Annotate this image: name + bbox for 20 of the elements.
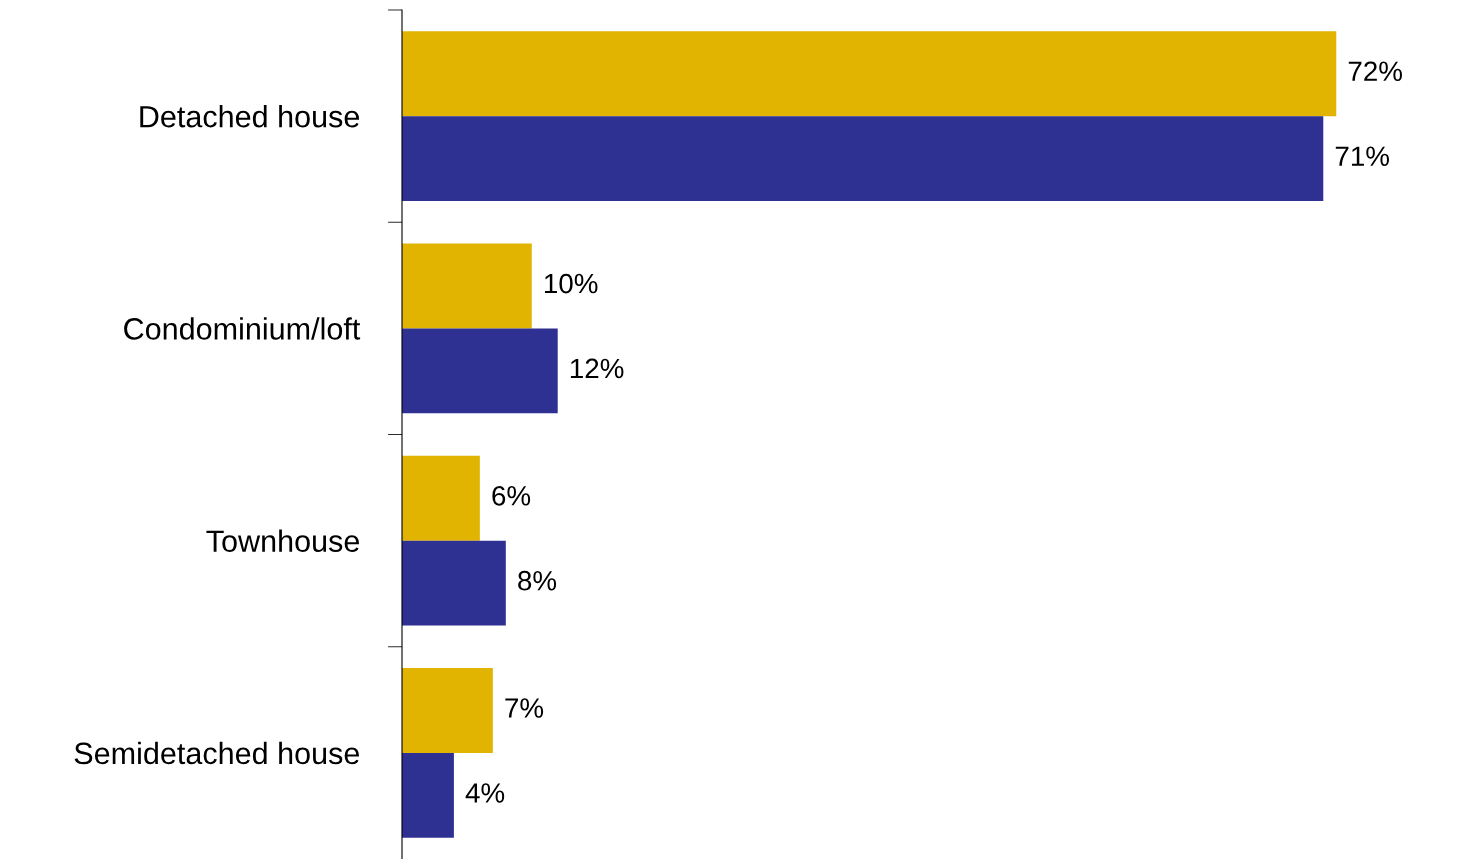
bar	[402, 455, 480, 541]
y-tick-label: Townhouse	[206, 529, 359, 552]
bar	[402, 752, 454, 838]
data-label: 72%	[1348, 61, 1402, 82]
bar	[402, 31, 1337, 117]
data-label: 71%	[1335, 146, 1389, 166]
y-tick-label: Semidetached house	[74, 741, 359, 765]
data-label: 8%	[518, 570, 557, 591]
data-label: 6%	[492, 485, 531, 506]
bar	[402, 328, 558, 414]
bar	[402, 243, 532, 329]
bar	[402, 540, 506, 626]
bar	[402, 667, 493, 753]
y-tick-label: Condominium/loft	[124, 317, 361, 340]
data-label: 10%	[544, 273, 598, 294]
y-tick-label: Detached house	[140, 105, 359, 128]
data-label: 4%	[465, 783, 505, 803]
data-label: 7%	[505, 698, 544, 718]
data-label: 12%	[570, 358, 624, 379]
bar	[402, 116, 1324, 202]
